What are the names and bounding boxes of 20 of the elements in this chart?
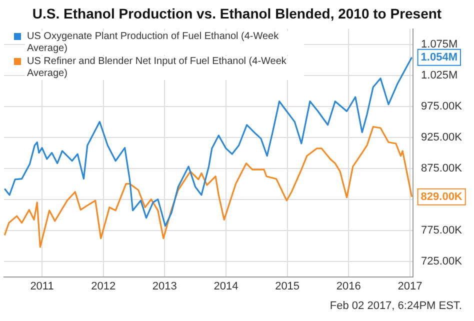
y-tick-label: 975.00K (421, 100, 463, 112)
legend-label: US Oxygenate Plant Production of Fuel Ethanol (4-Week Average) (25, 31, 304, 55)
y-tick-label: 1.025M (421, 69, 458, 82)
chart-title: U.S. Ethanol Production vs. Ethanol Blended, 2010 to Present (32, 5, 442, 22)
y-tick-label: 875.00K (421, 162, 463, 174)
annotation: 829.00K (420, 190, 462, 203)
y-tick-label: 725.00K (421, 255, 463, 268)
y-tick-label: 925.00K (421, 131, 463, 144)
x-tick-label: 2017 (398, 280, 422, 292)
text: Feb 02 2017, 6:24PM EST. (330, 300, 462, 312)
x-tick-label: 2015 (275, 280, 300, 292)
y-tick-label: 775.00K (421, 224, 463, 236)
y-tick-label: 1.075M (421, 38, 458, 50)
legend-label: US Refiner and Blender Net Input of Fuel Ethanol (4-Week Average) (25, 56, 304, 80)
x-tick-label: 2012 (91, 280, 116, 292)
annotation: 1.054M (420, 51, 458, 64)
x-tick-label: 2016 (336, 280, 361, 292)
x-tick-label: 2014 (214, 280, 238, 292)
x-tick-label: 2013 (152, 280, 177, 292)
x-tick-label: 2011 (30, 280, 54, 292)
